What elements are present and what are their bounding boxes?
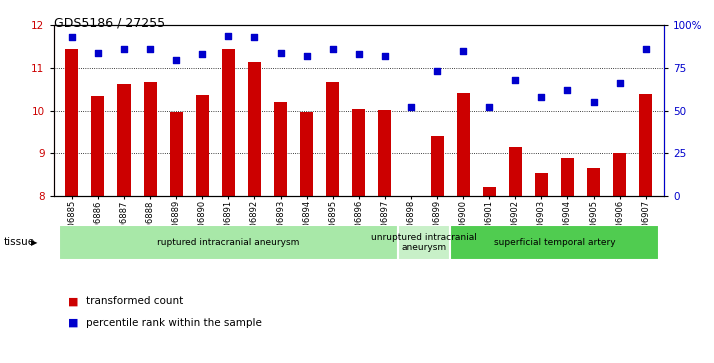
Point (510, 77, 521, 83)
Point (431, 69, 443, 74)
Point (171, 57, 182, 62)
Bar (144, 82, 156, 196)
Point (614, 81, 625, 86)
Point (379, 53, 391, 59)
Text: GDS5186 / 27255: GDS5186 / 27255 (54, 16, 165, 29)
Text: ■: ■ (68, 318, 79, 328)
Bar (613, 152, 626, 196)
Bar (248, 62, 261, 196)
Text: transformed count: transformed count (86, 296, 183, 306)
Point (640, 46, 651, 52)
Bar (196, 94, 208, 196)
Point (144, 46, 156, 52)
Bar (587, 168, 600, 196)
Point (223, 33, 234, 38)
Text: superficial temporal artery: superficial temporal artery (493, 238, 615, 247)
Point (327, 46, 338, 52)
Bar (91, 96, 104, 196)
Bar (450, 225, 659, 260)
Bar (431, 136, 443, 196)
Text: unruptured intracranial
aneurysm: unruptured intracranial aneurysm (371, 233, 477, 252)
Point (562, 87, 573, 93)
Bar (65, 49, 79, 196)
Bar (398, 225, 450, 260)
Text: ruptured intracranial aneurysm: ruptured intracranial aneurysm (157, 238, 300, 247)
Point (588, 99, 599, 105)
Text: percentile rank within the sample: percentile rank within the sample (86, 318, 261, 328)
Bar (561, 159, 574, 196)
Text: tissue: tissue (4, 237, 35, 247)
Point (119, 46, 130, 52)
Bar (300, 111, 313, 196)
Point (92, 50, 104, 56)
Bar (118, 84, 131, 196)
Point (196, 52, 208, 57)
Bar (483, 187, 496, 196)
Point (301, 53, 312, 59)
Bar (222, 49, 235, 196)
Point (458, 48, 469, 54)
Bar (59, 225, 398, 260)
Point (275, 50, 286, 56)
Bar (639, 94, 653, 196)
Point (536, 94, 547, 100)
Bar (170, 112, 183, 196)
Bar (535, 172, 548, 196)
Bar (509, 147, 522, 196)
Point (248, 34, 260, 40)
Point (353, 52, 365, 57)
Text: ■: ■ (68, 296, 79, 306)
Point (66, 34, 78, 40)
Bar (326, 82, 339, 196)
Point (483, 105, 495, 110)
Bar (457, 93, 470, 196)
Text: ▶: ▶ (31, 238, 38, 247)
Point (406, 105, 417, 110)
Bar (274, 102, 287, 196)
Bar (352, 109, 366, 196)
Bar (378, 110, 391, 196)
